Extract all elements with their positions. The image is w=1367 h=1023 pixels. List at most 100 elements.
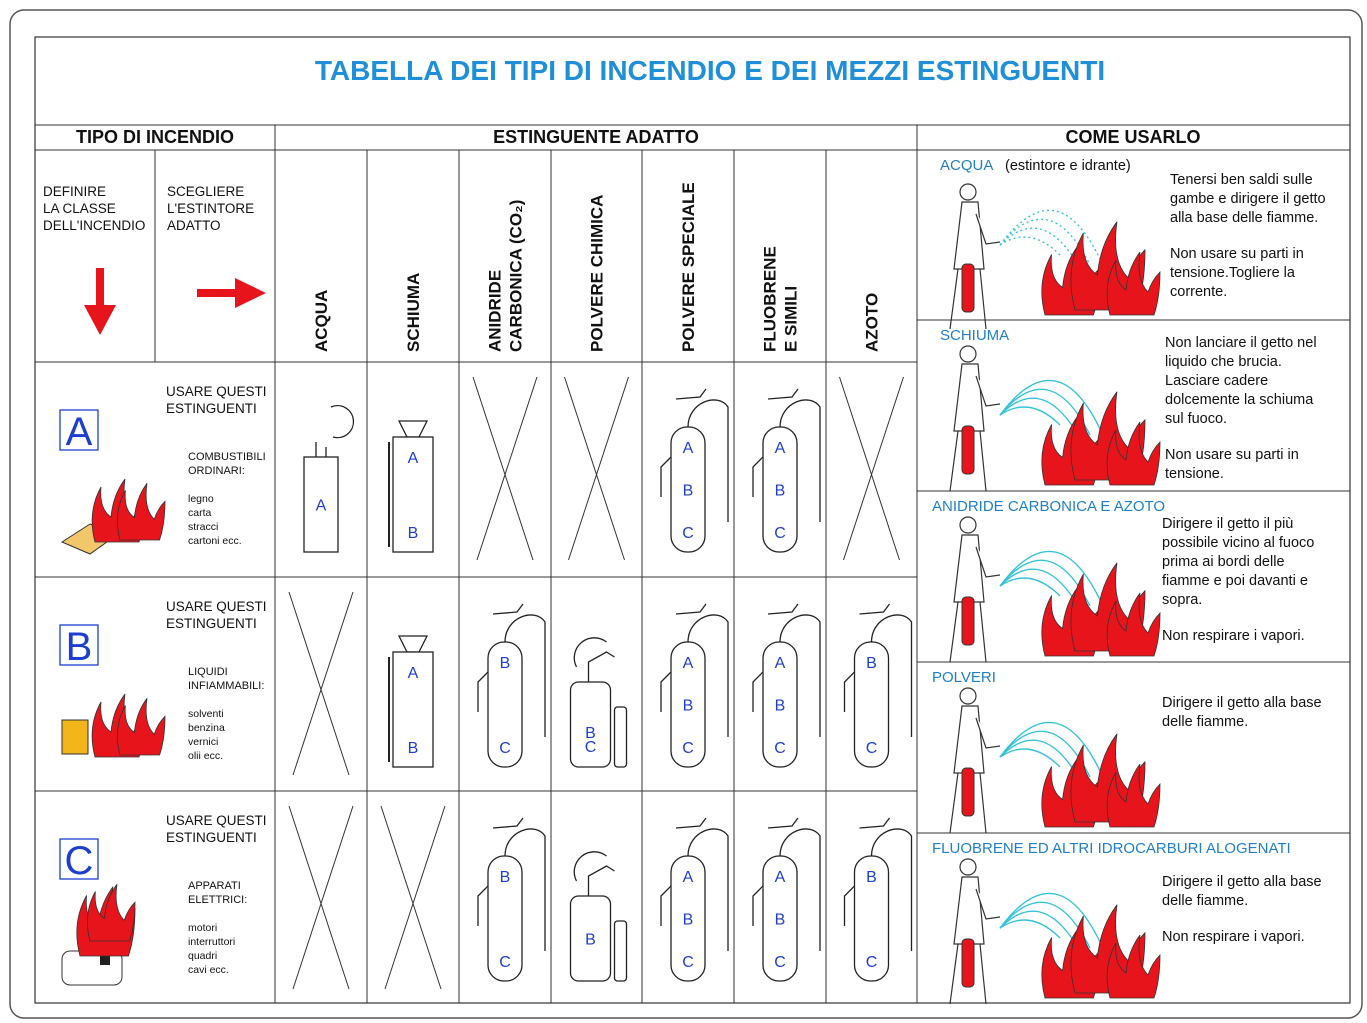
agent-label: SCHIUMA (404, 273, 423, 352)
man-body (953, 363, 985, 432)
extinguisher-class: B (500, 869, 511, 886)
category: APPARATI (188, 880, 241, 892)
man-head (959, 687, 977, 705)
class-letter: A (66, 410, 93, 454)
extinguisher-class: B (775, 483, 786, 500)
spray (999, 577, 1061, 597)
category: ELETTRICI: (188, 894, 247, 906)
flame (116, 483, 166, 541)
cell (839, 376, 904, 561)
man-body (953, 201, 985, 270)
man-arm (975, 888, 1001, 920)
extinguisher-class: B (683, 483, 694, 500)
agent-label: CARBONICA (CO₂) (507, 200, 526, 352)
usage-title: POLVERI (932, 669, 996, 686)
cell: A B C (660, 388, 729, 553)
use-label: ESTINGUENTI (166, 830, 257, 845)
usage-section: FLUOBRENE ED ALTRI IDROCARBURI ALOGENATI… (932, 840, 1322, 1005)
extinguisher-class: A (775, 655, 786, 672)
cell: BC (477, 817, 546, 982)
flame (1106, 763, 1161, 828)
usage-text: Dirigere il getto alla base (1162, 874, 1322, 890)
usage-text: Non usare su parti in (1170, 246, 1304, 262)
extinguisher-class: C (585, 739, 597, 756)
valve (859, 817, 891, 829)
handle (315, 404, 355, 457)
cross (288, 591, 350, 776)
usage-text: dolcemente la schiuma (1165, 392, 1314, 408)
valve (675, 817, 707, 829)
flame (86, 884, 136, 942)
usage-text: alla base delle fiamme. (1170, 210, 1318, 226)
usage-text: Non respirare i vapori. (1162, 628, 1305, 644)
usage-section: SCHIUMA Non lanciare il getto nel liquido … (940, 327, 1317, 492)
category: ORDINARI: (188, 465, 245, 477)
class-box (59, 838, 99, 880)
usage-section: ACQUA (estintore e idrante) Tenersi ben sa… (940, 157, 1326, 330)
man-body (953, 705, 985, 774)
agent-label: FLUOBRENE (761, 246, 780, 352)
instruction: L'ESTINTORE (167, 201, 254, 216)
horn (660, 671, 672, 712)
extinguisher-class: B (408, 740, 419, 757)
horn (660, 456, 672, 497)
cell: BC (843, 817, 913, 982)
cross (472, 376, 534, 561)
cell (288, 805, 354, 990)
body (670, 426, 706, 553)
extinguisher-class: B (585, 725, 596, 742)
usage-text: corrente. (1170, 284, 1227, 300)
body (392, 651, 434, 768)
extinguisher-class: C (866, 740, 878, 757)
agent-label: E SIMILI (782, 286, 801, 352)
cell: BC (569, 637, 628, 768)
man-arm (975, 213, 1001, 245)
man-head (959, 858, 977, 876)
cell: A (303, 404, 355, 553)
frame (34, 36, 1351, 1004)
man-legs (949, 772, 987, 834)
body (569, 681, 612, 768)
example: olii ecc. (188, 750, 223, 762)
cell: BC (843, 603, 913, 768)
cross (288, 805, 350, 990)
instruction: ADATTO (167, 218, 221, 233)
body (303, 456, 339, 553)
usage-text: fiamme e poi davanti e (1162, 573, 1308, 589)
usage-text: Non respirare i vapori. (1162, 929, 1305, 945)
extinguisher-class: C (682, 525, 694, 542)
extinguisher-class: A (775, 869, 786, 886)
use-label: USARE QUESTI (166, 813, 267, 828)
valve (573, 637, 615, 682)
flame (1106, 251, 1161, 316)
flame (1106, 934, 1161, 999)
class-row: B USARE QUESTI ESTINGUENTI LIQUIDI INFIAMMAB… (59, 591, 913, 776)
man-arm (975, 546, 1001, 578)
body (762, 641, 798, 768)
cartridge (613, 920, 628, 982)
spray (999, 919, 1061, 939)
usage-title: FLUOBRENE ED ALTRI IDROCARBURI ALOGENATI (932, 840, 1291, 857)
class-letter: B (66, 625, 93, 669)
extinguisher-class: A (408, 665, 419, 682)
usage-text: tensione. (1165, 466, 1224, 482)
cell: AB (388, 635, 434, 768)
spray (999, 721, 1106, 783)
cell: A B C (752, 388, 821, 553)
extinguisher-class: B (775, 912, 786, 929)
man-legs (949, 430, 987, 492)
body (487, 855, 523, 982)
instruction: DEFINIRE (43, 184, 106, 199)
use-label: USARE QUESTI (166, 599, 267, 614)
usage-text: sopra. (1162, 592, 1202, 608)
right-arrow (197, 278, 266, 308)
man-head (959, 345, 977, 363)
spray (999, 550, 1106, 612)
man-body (953, 534, 985, 603)
flame (1106, 592, 1161, 657)
nozzle (397, 635, 429, 653)
cell (380, 805, 446, 990)
cross (292, 591, 354, 776)
category: LIQUIDI (188, 666, 228, 678)
